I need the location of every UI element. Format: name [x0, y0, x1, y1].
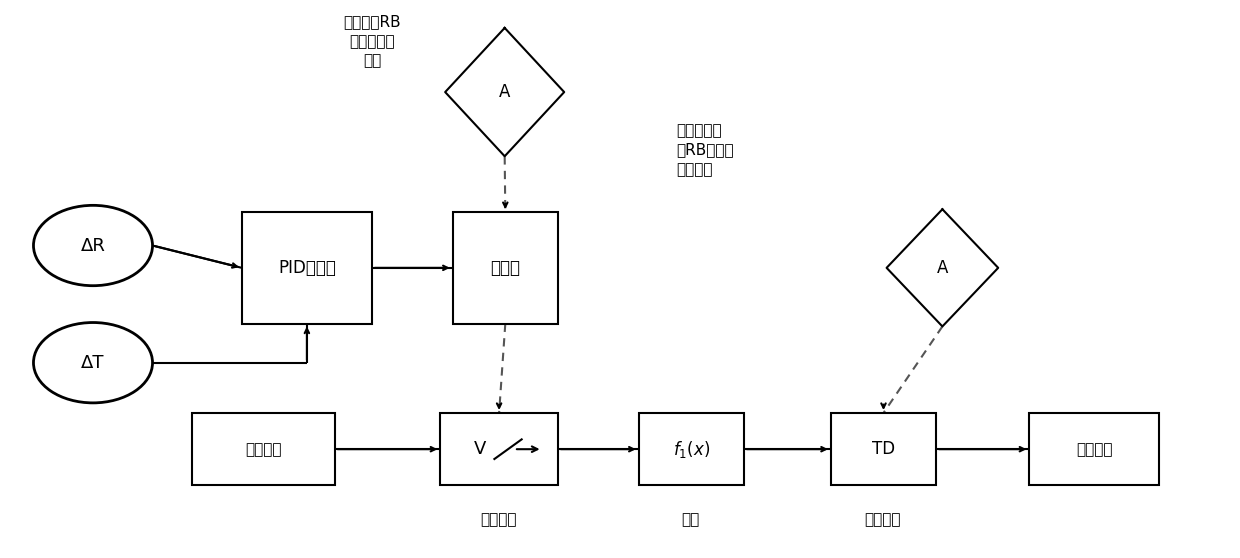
- FancyBboxPatch shape: [453, 212, 558, 324]
- Text: 给水指令: 给水指令: [1076, 442, 1112, 456]
- Text: $f_1(x)$: $f_1(x)$: [673, 439, 709, 460]
- Text: PID控制器: PID控制器: [278, 259, 336, 277]
- Text: 乘法器: 乘法器: [490, 259, 521, 277]
- Text: A: A: [498, 83, 511, 101]
- Text: 时间常数根
据RB种类不
同而改变: 时间常数根 据RB种类不 同而改变: [676, 123, 733, 177]
- Text: TD: TD: [872, 440, 895, 458]
- Text: 函数: 函数: [682, 512, 699, 527]
- Text: 速率限制: 速率限制: [480, 512, 517, 527]
- FancyBboxPatch shape: [831, 413, 936, 485]
- FancyBboxPatch shape: [192, 413, 335, 485]
- Text: ΔR: ΔR: [81, 237, 105, 254]
- FancyBboxPatch shape: [1029, 413, 1159, 485]
- FancyBboxPatch shape: [440, 413, 558, 485]
- FancyBboxPatch shape: [242, 212, 372, 324]
- FancyBboxPatch shape: [639, 413, 744, 485]
- Text: ΔT: ΔT: [82, 354, 104, 372]
- Text: A: A: [936, 259, 949, 277]
- Text: 目标负荷: 目标负荷: [246, 442, 281, 456]
- Text: 惯性环节: 惯性环节: [864, 512, 901, 527]
- Text: V: V: [475, 440, 486, 458]
- Text: 速率根据RB
种类不同而
改变: 速率根据RB 种类不同而 改变: [343, 14, 401, 69]
